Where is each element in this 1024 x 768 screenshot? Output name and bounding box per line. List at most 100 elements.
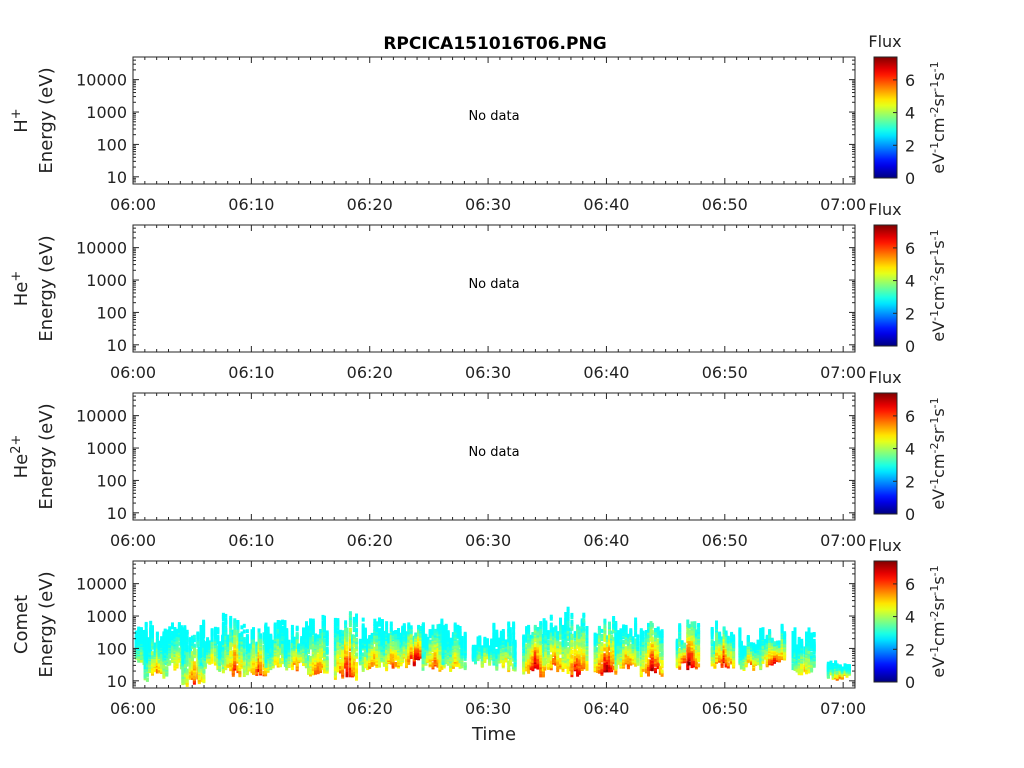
y-tick-label: 1000 [86, 271, 127, 290]
heatmap-cell [309, 620, 312, 625]
heatmap-cell [190, 665, 194, 669]
heatmap-cell [458, 652, 462, 657]
heatmap-cell [302, 662, 305, 666]
heatmap-cell [213, 661, 217, 666]
heatmap-cell [309, 672, 312, 677]
heatmap-cell [544, 648, 548, 652]
heatmap-cell [242, 623, 246, 628]
heatmap-cell [449, 643, 453, 648]
heatmap-cell [449, 637, 453, 642]
heatmap-cell [276, 640, 280, 645]
heatmap-cell [348, 632, 352, 637]
heatmap-cell [525, 643, 529, 648]
heatmap-cell [319, 629, 323, 633]
heatmap-cell [240, 648, 244, 653]
heatmap-cell [533, 629, 537, 634]
heatmap-cell [242, 648, 246, 653]
heatmap-cell [226, 634, 230, 639]
heatmap-cell [300, 636, 304, 641]
heatmap-cell [145, 672, 149, 677]
heatmap-cell [382, 641, 386, 646]
heatmap-cell [283, 629, 287, 634]
heatmap-cell [417, 652, 421, 657]
heatmap-cell [224, 617, 228, 622]
heatmap-cell [355, 642, 358, 647]
heatmap-cell [456, 640, 460, 645]
heatmap-cell [499, 640, 503, 645]
heatmap-cell [292, 651, 296, 656]
heatmap-cell [307, 634, 310, 639]
heatmap-cell [529, 657, 533, 662]
heatmap-cell [287, 659, 291, 663]
heatmap-cell [269, 633, 273, 638]
heatmap-cell [355, 674, 358, 679]
heatmap-cell [143, 635, 147, 640]
heatmap-cell [333, 671, 337, 676]
heatmap-cell [370, 641, 374, 646]
heatmap-cell [229, 620, 233, 624]
heatmap-cell [368, 642, 372, 647]
heatmap-cell [385, 621, 389, 626]
heatmap-cell [264, 663, 268, 668]
heatmap-cell [417, 649, 421, 654]
heatmap-cell [549, 622, 553, 627]
heatmap-cell [188, 637, 192, 642]
heatmap-cell [499, 657, 503, 662]
heatmap-cell [323, 619, 326, 624]
heatmap-cell [352, 628, 356, 632]
heatmap-cell [202, 639, 206, 644]
colorbar-tick-label: 2 [905, 136, 915, 155]
heatmap-cell [155, 662, 159, 666]
heatmap-cell [333, 642, 337, 647]
heatmap-cell [399, 642, 403, 647]
heatmap-cell [444, 642, 448, 646]
heatmap-cell [546, 639, 550, 644]
heatmap-cell [345, 632, 349, 637]
heatmap-cell [529, 642, 533, 646]
heatmap-cell [397, 628, 400, 632]
colorbar-tick-label: 4 [905, 104, 915, 123]
heatmap-cell [421, 638, 425, 643]
heatmap-cell [311, 641, 315, 646]
heatmap-cell [210, 628, 214, 633]
heatmap-cell [421, 647, 425, 651]
heatmap-cell [385, 628, 389, 633]
heatmap-cell [309, 641, 312, 646]
heatmap-cell [213, 633, 217, 638]
heatmap-cell [302, 637, 305, 642]
heatmap-cell [463, 631, 467, 636]
heatmap-cell [348, 615, 352, 620]
heatmap-cell [508, 642, 512, 646]
heatmap-cell [184, 667, 187, 672]
heatmap-cell [352, 639, 356, 644]
heatmap-cell [333, 660, 337, 665]
heatmap-cell [417, 624, 421, 629]
y-tick-label: 100 [96, 135, 127, 154]
heatmap-cell [449, 655, 453, 660]
heatmap-cell [314, 669, 317, 674]
heatmap-cell [213, 657, 217, 662]
heatmap-cell [483, 636, 487, 641]
heatmap-cell [355, 676, 358, 681]
heatmap-cell [428, 655, 432, 660]
heatmap-cell [309, 622, 312, 627]
heatmap-cell [438, 623, 442, 628]
heatmap-cell [414, 632, 418, 637]
heatmap-cell [242, 673, 246, 677]
y-tick-label: 10 [107, 504, 127, 523]
heatmap-cell [163, 651, 167, 656]
heatmap-cell [366, 638, 370, 643]
heatmap-cell [513, 639, 517, 644]
heatmap-cell [333, 673, 337, 678]
heatmap-cell [508, 627, 512, 632]
heatmap-cell [311, 648, 315, 653]
heatmap-cell [355, 645, 358, 650]
heatmap-cell [181, 652, 185, 657]
heatmap-cell [177, 636, 181, 641]
heatmap-cell [295, 641, 299, 646]
heatmap-burst [358, 617, 384, 672]
heatmap-cell [358, 645, 362, 650]
heatmap-cell [352, 661, 356, 666]
heatmap-burst [542, 614, 568, 673]
